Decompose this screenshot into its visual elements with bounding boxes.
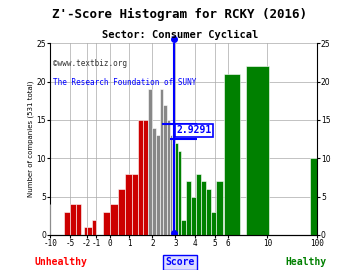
Bar <box>86 227 91 235</box>
Bar <box>157 135 160 235</box>
Bar <box>138 120 143 235</box>
Bar <box>143 120 148 235</box>
Bar <box>206 189 211 235</box>
Bar <box>201 181 206 235</box>
Text: Healthy: Healthy <box>285 257 327 267</box>
Bar <box>216 181 223 235</box>
Text: Z'-Score Histogram for RCKY (2016): Z'-Score Histogram for RCKY (2016) <box>53 8 307 21</box>
Bar <box>132 174 138 235</box>
Bar <box>84 227 86 235</box>
Bar <box>186 181 191 235</box>
Bar <box>167 120 170 235</box>
Bar <box>175 143 178 235</box>
Bar <box>246 66 269 235</box>
Bar <box>191 197 196 235</box>
Text: 2.9291: 2.9291 <box>176 125 212 135</box>
Bar <box>148 89 152 235</box>
Text: Score: Score <box>165 257 195 267</box>
Bar <box>160 89 163 235</box>
Text: Unhealthy: Unhealthy <box>35 257 87 267</box>
Bar <box>118 189 125 235</box>
Bar <box>76 204 81 235</box>
Text: Sector: Consumer Cyclical: Sector: Consumer Cyclical <box>102 30 258 40</box>
Bar <box>211 212 216 235</box>
Bar <box>163 104 167 235</box>
Bar <box>310 158 317 235</box>
Bar <box>196 174 201 235</box>
Text: The Research Foundation of SUNY: The Research Foundation of SUNY <box>53 78 197 87</box>
Bar <box>125 174 132 235</box>
Bar <box>224 74 240 235</box>
Bar <box>172 143 175 235</box>
Bar <box>64 212 70 235</box>
Bar <box>70 204 76 235</box>
Bar <box>170 135 172 235</box>
Y-axis label: Number of companies (531 total): Number of companies (531 total) <box>27 81 34 197</box>
Bar <box>103 212 109 235</box>
Bar <box>152 127 157 235</box>
Bar <box>109 204 118 235</box>
Text: ©www.textbiz.org: ©www.textbiz.org <box>53 59 127 68</box>
Bar <box>178 151 180 235</box>
Bar <box>91 220 96 235</box>
Bar <box>180 220 186 235</box>
